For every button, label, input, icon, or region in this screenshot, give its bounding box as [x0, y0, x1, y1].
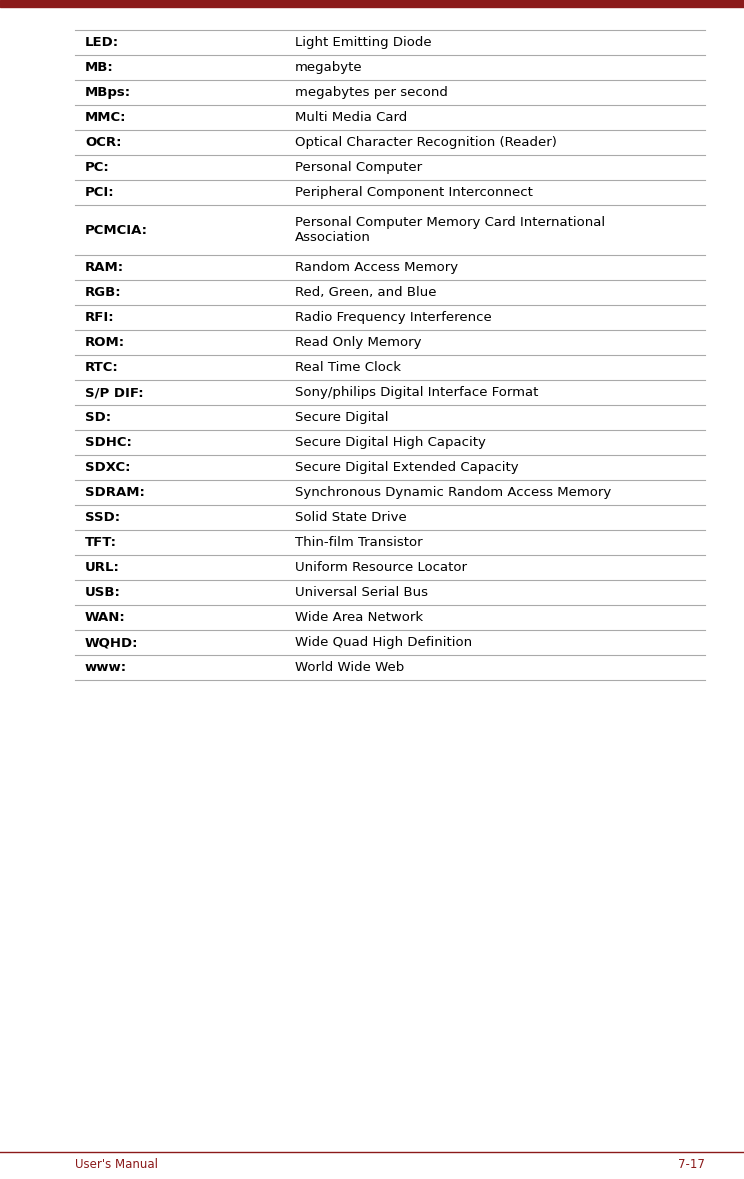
Text: Secure Digital High Capacity: Secure Digital High Capacity	[295, 436, 486, 449]
Text: RTC:: RTC:	[85, 361, 119, 374]
Text: megabytes per second: megabytes per second	[295, 86, 448, 99]
Text: MBps:: MBps:	[85, 86, 131, 99]
Text: Synchronous Dynamic Random Access Memory: Synchronous Dynamic Random Access Memory	[295, 486, 612, 499]
Text: Universal Serial Bus: Universal Serial Bus	[295, 586, 428, 599]
Text: OCR:: OCR:	[85, 136, 121, 149]
Text: Random Access Memory: Random Access Memory	[295, 261, 458, 274]
Text: PCI:: PCI:	[85, 186, 115, 199]
Text: TFT:: TFT:	[85, 536, 117, 549]
Text: LED:: LED:	[85, 37, 119, 50]
Text: Red, Green, and Blue: Red, Green, and Blue	[295, 286, 437, 299]
Text: RAM:: RAM:	[85, 261, 124, 274]
Text: Personal Computer Memory Card International
Association: Personal Computer Memory Card Internatio…	[295, 216, 605, 244]
Text: Radio Frequency Interference: Radio Frequency Interference	[295, 311, 492, 324]
Text: Wide Area Network: Wide Area Network	[295, 611, 423, 624]
Text: Peripheral Component Interconnect: Peripheral Component Interconnect	[295, 186, 533, 199]
Text: USB:: USB:	[85, 586, 121, 599]
Text: PC:: PC:	[85, 162, 110, 174]
Text: WAN:: WAN:	[85, 611, 126, 624]
Text: SSD:: SSD:	[85, 511, 120, 523]
Text: SDHC:: SDHC:	[85, 436, 132, 449]
Text: S/P DIF:: S/P DIF:	[85, 386, 144, 399]
Text: RFI:: RFI:	[85, 311, 115, 324]
Text: URL:: URL:	[85, 561, 120, 574]
Text: MMC:: MMC:	[85, 111, 126, 124]
Text: Optical Character Recognition (Reader): Optical Character Recognition (Reader)	[295, 136, 557, 149]
Text: Read Only Memory: Read Only Memory	[295, 336, 422, 349]
Text: Personal Computer: Personal Computer	[295, 162, 422, 174]
Text: 7-17: 7-17	[678, 1159, 705, 1172]
Text: SD:: SD:	[85, 411, 111, 424]
Text: World Wide Web: World Wide Web	[295, 661, 404, 674]
Text: Thin-film Transistor: Thin-film Transistor	[295, 536, 423, 549]
Text: Light Emitting Diode: Light Emitting Diode	[295, 37, 432, 50]
Text: SDRAM:: SDRAM:	[85, 486, 145, 499]
Text: Solid State Drive: Solid State Drive	[295, 511, 407, 523]
Text: Real Time Clock: Real Time Clock	[295, 361, 401, 374]
Text: Wide Quad High Definition: Wide Quad High Definition	[295, 635, 472, 648]
Text: User's Manual: User's Manual	[75, 1159, 158, 1172]
Text: Sony/philips Digital Interface Format: Sony/philips Digital Interface Format	[295, 386, 539, 399]
Text: megabyte: megabyte	[295, 61, 362, 74]
Text: ROM:: ROM:	[85, 336, 125, 349]
Text: www:: www:	[85, 661, 127, 674]
Bar	[0, 0, 744, 7]
Text: WQHD:: WQHD:	[85, 635, 138, 648]
Text: RGB:: RGB:	[85, 286, 121, 299]
Text: Uniform Resource Locator: Uniform Resource Locator	[295, 561, 467, 574]
Text: Secure Digital: Secure Digital	[295, 411, 388, 424]
Text: Secure Digital Extended Capacity: Secure Digital Extended Capacity	[295, 461, 519, 474]
Text: PCMCIA:: PCMCIA:	[85, 224, 148, 237]
Text: SDXC:: SDXC:	[85, 461, 130, 474]
Text: MB:: MB:	[85, 61, 114, 74]
Text: Multi Media Card: Multi Media Card	[295, 111, 407, 124]
